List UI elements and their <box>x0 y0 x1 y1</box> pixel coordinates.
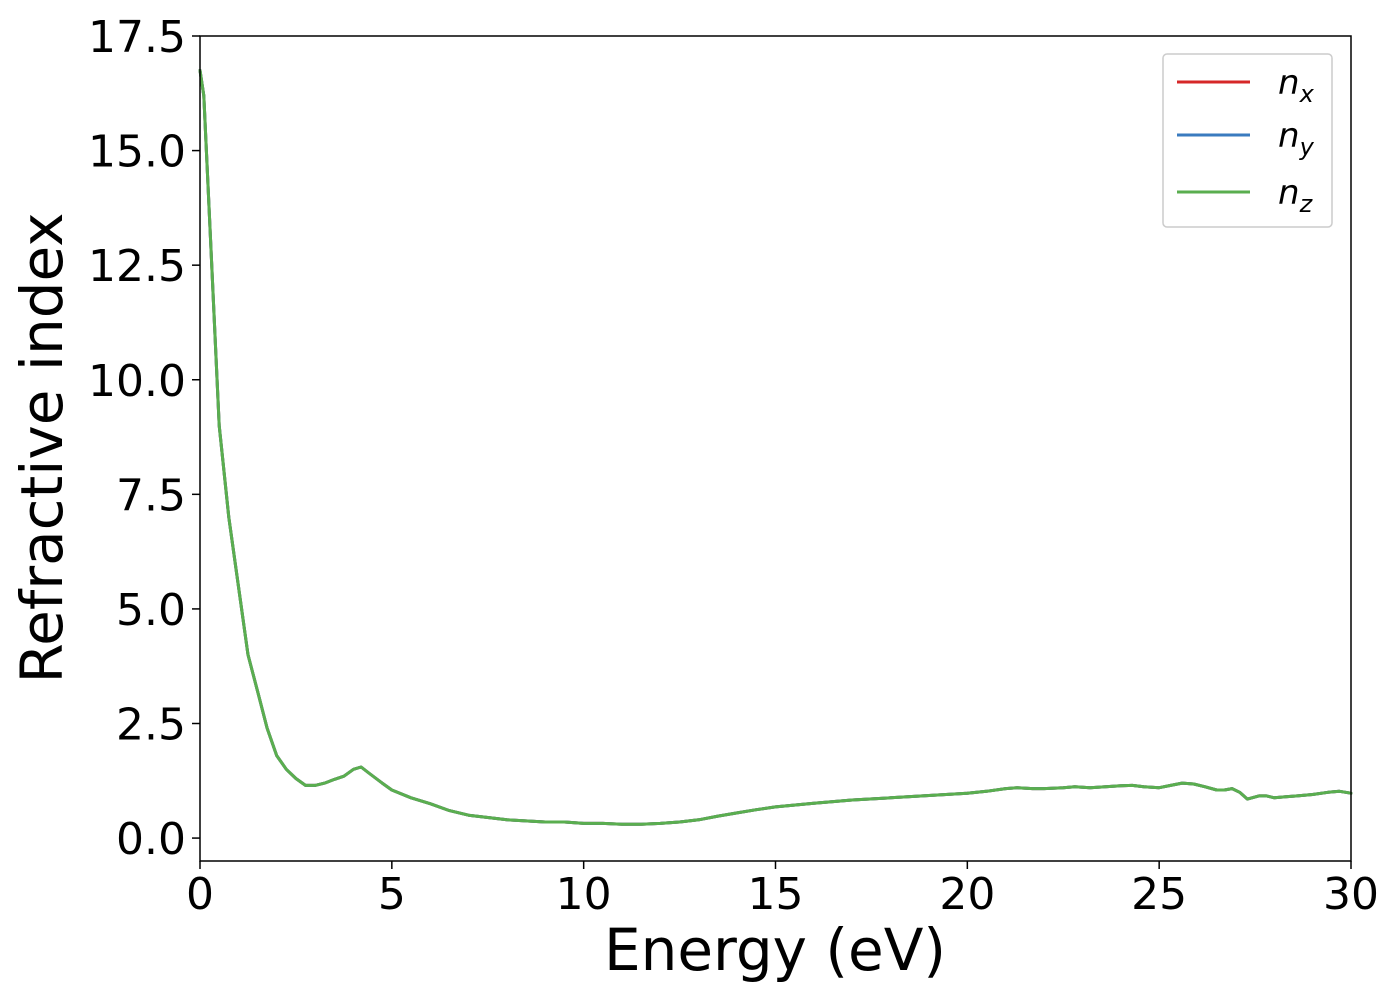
legend-subscript-nz: z <box>1299 190 1314 218</box>
x-tick-label: 10 <box>556 869 612 920</box>
svg-text:ny: ny <box>1278 116 1315 161</box>
legend-entry-nx: nx <box>1177 63 1315 108</box>
legend-subscript-ny: y <box>1299 133 1315 161</box>
y-tick-label: 17.5 <box>88 12 186 63</box>
y-axis: 0.0 2.5 5.0 7.5 10.0 12.5 15.0 17.5 <box>88 12 200 865</box>
y-tick-label: 12.5 <box>88 241 186 292</box>
x-tick-label: 5 <box>378 869 406 920</box>
y-tick-label: 2.5 <box>116 700 186 751</box>
y-tick-label: 15.0 <box>88 127 186 178</box>
y-tick-label: 0.0 <box>116 814 186 865</box>
legend-label-nx: n <box>1278 63 1300 103</box>
legend-label-nz: n <box>1278 173 1300 213</box>
y-tick-label: 5.0 <box>116 585 186 636</box>
x-tick-label: 20 <box>939 869 995 920</box>
x-axis-label: Energy (eV) <box>604 916 946 984</box>
y-axis-label: Refractive index <box>8 212 76 683</box>
x-tick-label: 25 <box>1131 869 1187 920</box>
svg-text:nz: nz <box>1278 173 1314 218</box>
plot-area <box>198 68 1353 826</box>
y-tick-label: 10.0 <box>88 356 186 407</box>
x-tick-label: 30 <box>1323 869 1379 920</box>
legend-subscript-nx: x <box>1299 80 1315 108</box>
series-line-nz <box>198 68 1353 826</box>
x-tick-label: 15 <box>748 869 804 920</box>
legend-box <box>1162 53 1333 228</box>
x-axis: 0 5 10 15 20 25 30 <box>186 861 1379 920</box>
svg-text:nx: nx <box>1278 63 1315 108</box>
x-tick-label: 0 <box>186 869 214 920</box>
legend-entry-nz: nz <box>1177 173 1314 218</box>
legend-label-ny: n <box>1278 116 1300 156</box>
y-tick-label: 7.5 <box>116 470 186 521</box>
legend: nx ny nz <box>1162 53 1333 228</box>
legend-entry-ny: ny <box>1177 116 1315 161</box>
